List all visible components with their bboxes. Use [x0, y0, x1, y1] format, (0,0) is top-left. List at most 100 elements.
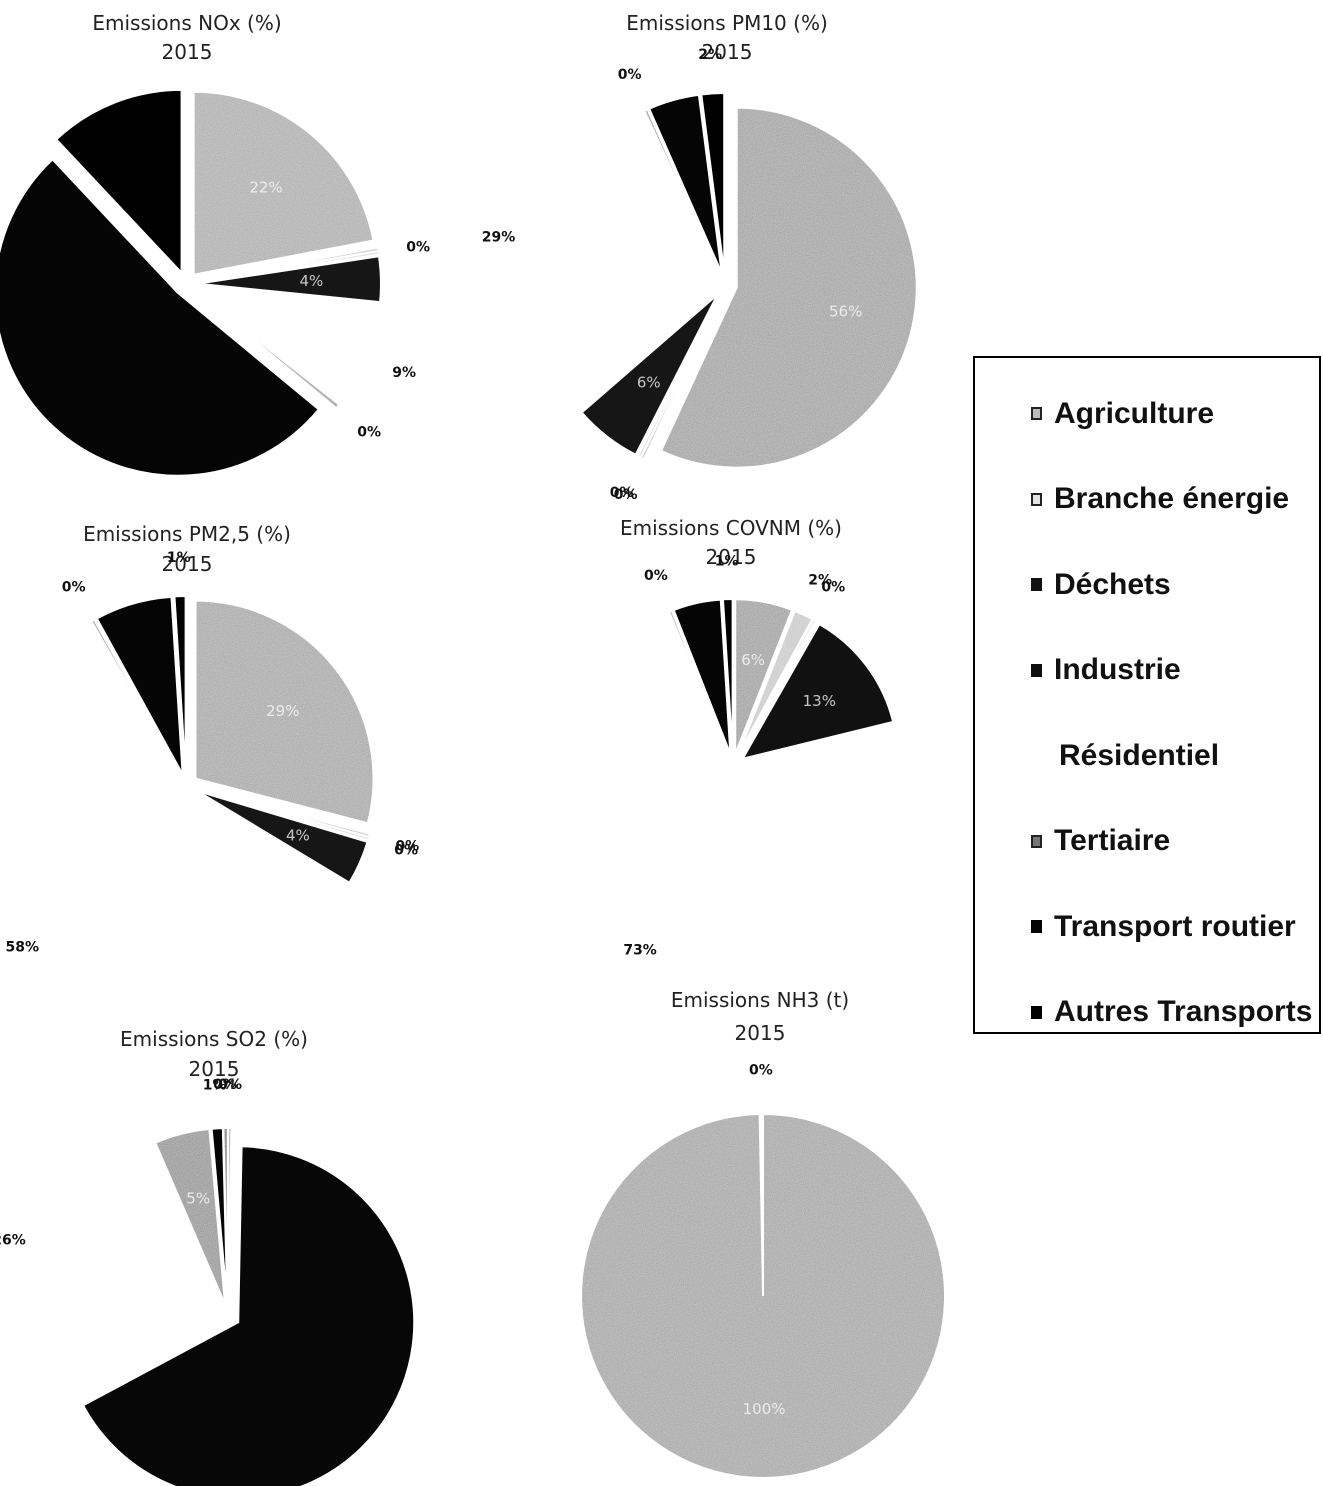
slice-label: 0%: [618, 67, 642, 83]
slice-label: 26%: [0, 1233, 26, 1249]
chart-title: Emissions SO2 (%): [120, 1027, 308, 1051]
chart-title: Emissions NH3 (t): [671, 988, 849, 1012]
pie-chart-nh3: Emissions NH3 (t) 2015 100% 0%: [579, 988, 946, 1479]
slice-label: 5%: [186, 1190, 210, 1208]
pie-slice: [197, 255, 382, 304]
chart-subtitle: 2015: [162, 552, 213, 576]
pie-slice: [196, 789, 369, 885]
legend-item-industrie: Industrie: [1031, 628, 1319, 714]
pie-slice: [647, 93, 723, 274]
slice-label: 13%: [803, 692, 836, 710]
chart-subtitle: 2015: [735, 1021, 786, 1045]
slice-label: 0%: [406, 240, 430, 256]
slice-label: 0%: [395, 839, 419, 855]
legend-item-autres-transports: Autres Transports: [1031, 970, 1319, 1056]
slice-label: 100%: [743, 1400, 786, 1418]
slice-label: 0%: [213, 1077, 237, 1093]
legend-swatch: [1031, 492, 1042, 506]
legend-label: Transport routier: [1054, 909, 1296, 943]
legend-item-agriculture: Agriculture: [1031, 371, 1319, 457]
pie-slice: [643, 108, 721, 275]
slice-label: 6%: [741, 651, 765, 669]
pie-chart-covnm: Emissions COVNM (%) 2015 6%2%0%13%73%0%1…: [620, 516, 895, 959]
slice-label: 29%: [482, 230, 516, 246]
chart-title: Emissions PM2,5 (%): [83, 522, 291, 546]
pie-slice: [197, 788, 371, 842]
pie-slice: [194, 599, 375, 825]
pie-slice: [659, 106, 918, 469]
pie-slice: [173, 595, 187, 775]
legend-swatch: [1031, 920, 1042, 934]
pie-slice: [580, 293, 719, 457]
legend-item-branche-energie: Branche énergie: [1031, 457, 1319, 543]
legend-label: Industrie: [1054, 653, 1181, 687]
chart-subtitle: 2015: [162, 40, 213, 64]
legend-label: Résidentiel: [1059, 738, 1220, 772]
slice-label: 4%: [286, 827, 310, 845]
pie-chart-pm25: Emissions PM2,5 (%) 2015 29%0%0%4%58%0%1…: [6, 522, 420, 955]
chart-subtitle: 2015: [189, 1057, 240, 1081]
legend-item-dechets: Déchets: [1031, 542, 1319, 628]
chart-subtitle: 2015: [702, 40, 753, 64]
pie-slice: [0, 157, 321, 477]
slice-label: 1%: [167, 550, 191, 566]
slice-label: 1%: [203, 1077, 227, 1093]
legend-item-tertiaire: Tertiaire: [1031, 799, 1319, 885]
pie-slice: [737, 618, 818, 757]
slice-label: 73%: [623, 943, 657, 959]
slice-label: 0%: [644, 568, 668, 584]
chart-subtitle: 2015: [706, 545, 757, 569]
slice-label: 0%: [749, 1063, 773, 1079]
pie-slice: [700, 92, 726, 274]
slice-label: 2%: [698, 47, 722, 63]
slice-label: 1%: [715, 553, 739, 569]
legend-item-residentiel: Résidentiel: [1031, 713, 1319, 799]
slice-label: 2%: [808, 573, 832, 589]
pie-slice: [192, 90, 375, 276]
chart-title: Emissions PM10 (%): [626, 11, 828, 35]
pie-slice: [740, 622, 895, 761]
slice-label: 22%: [249, 178, 282, 196]
pie-slice: [579, 1112, 946, 1479]
legend-swatch: [1031, 407, 1042, 421]
legend-item-transport-routier: Transport routier: [1031, 884, 1319, 970]
pie-slice: [672, 598, 732, 755]
legend-label: Tertiaire: [1054, 824, 1171, 858]
legend-swatch: [1031, 663, 1042, 677]
pie-chart-pm10: Emissions PM10 (%) 2015 56%0%0%6%29%0%2%: [482, 11, 918, 503]
slice-label: 0%: [821, 579, 845, 595]
pie-slice: [89, 618, 181, 777]
pie-slice: [95, 595, 184, 775]
legend-label: Agriculture: [1054, 396, 1215, 430]
slice-label: 0%: [394, 843, 418, 859]
slice-label: 0%: [357, 425, 381, 441]
slice-label: 0%: [62, 579, 86, 595]
pie-slice: [81, 1145, 416, 1486]
legend-swatch: [1031, 578, 1042, 592]
legend-label: Déchets: [1054, 567, 1171, 601]
chart-legend: Agriculture Branche énergie Déchets Indu…: [973, 356, 1321, 1034]
slice-label: 0%: [610, 485, 634, 501]
slice-label: 0%: [614, 487, 638, 503]
slice-label: 0%: [218, 1077, 242, 1093]
chart-title: Emissions COVNM (%): [620, 516, 842, 540]
pie-slice: [222, 1126, 229, 1305]
legend-label: Autres Transports: [1054, 995, 1313, 1029]
pie-slice: [734, 598, 794, 755]
pie-slice: [721, 598, 734, 755]
pie-slice: [54, 88, 183, 276]
legend-label: Branche énergie: [1054, 482, 1290, 516]
pie-slice: [197, 250, 380, 284]
slice-label: 56%: [829, 303, 862, 321]
pie-chart-so2: Emissions SO2 (%) 2015 0% 26% 5% 1%0%: [0, 1027, 416, 1486]
pie-slice: [194, 290, 341, 410]
pie-slice: [667, 609, 730, 756]
pie-chart-nox: Emissions NOx (%) 2015 22%0%0%4%9%0%: [0, 11, 430, 477]
slice-label: 4%: [300, 272, 324, 290]
slice-label: 6%: [637, 373, 661, 391]
legend-swatch: [1031, 834, 1042, 848]
slice-label: 58%: [6, 939, 40, 955]
pie-slice: [636, 295, 721, 459]
chart-title: Emissions NOx (%): [92, 11, 281, 35]
